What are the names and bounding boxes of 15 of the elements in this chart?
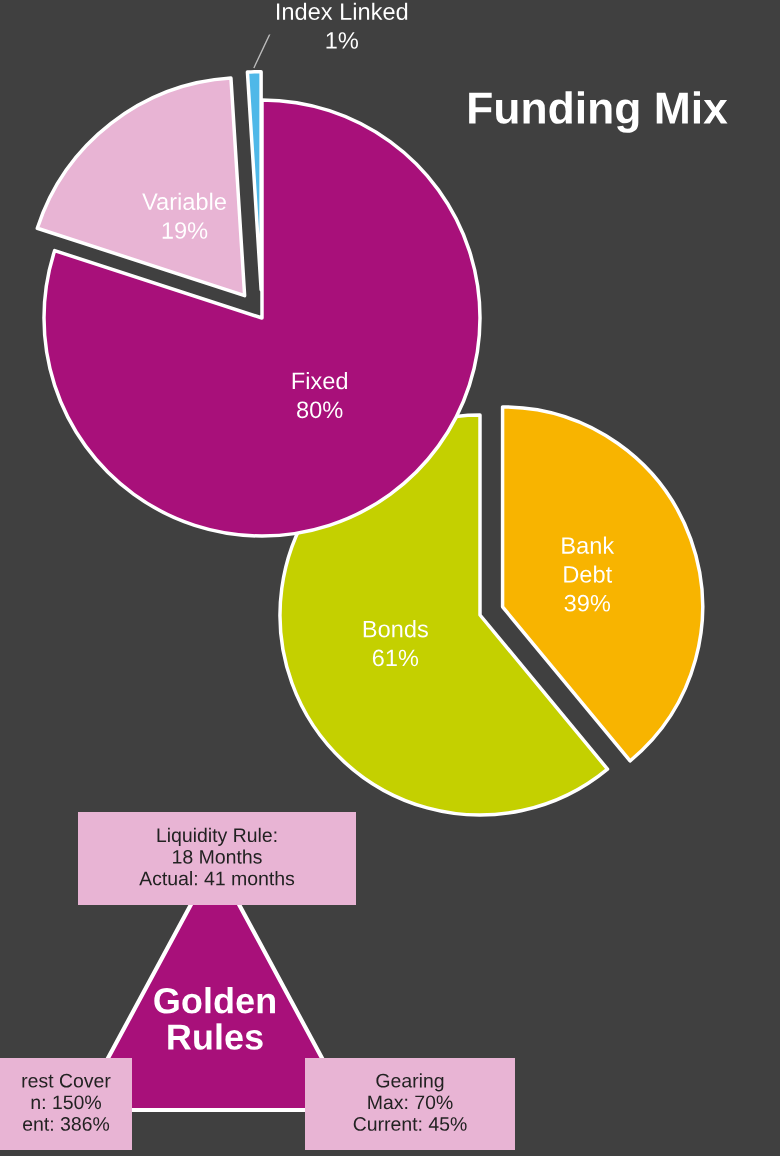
data-label: 1% xyxy=(326,32,358,49)
text: Liquidity Rule: 18 Months Actual: 41 months xyxy=(139,827,295,886)
data-label: 39% xyxy=(564,594,611,612)
text: Golden Rules xyxy=(154,987,275,1050)
slice-label: Index Linked xyxy=(277,2,408,20)
slice-label: Variable xyxy=(142,192,226,210)
slice-label: Bank Debt xyxy=(562,536,615,583)
text: rest Cover n: 150% ent: 386% xyxy=(22,1073,111,1131)
data-label: 19% xyxy=(162,222,208,239)
text: Gearing Max: 70% Current: 45% xyxy=(353,1073,467,1131)
slice-label: Fixed xyxy=(292,371,348,390)
text: Funding Mix xyxy=(469,91,728,133)
data-label: 80% xyxy=(297,401,343,419)
slice-label: Bonds xyxy=(363,620,428,638)
data-label: 61% xyxy=(372,649,419,667)
